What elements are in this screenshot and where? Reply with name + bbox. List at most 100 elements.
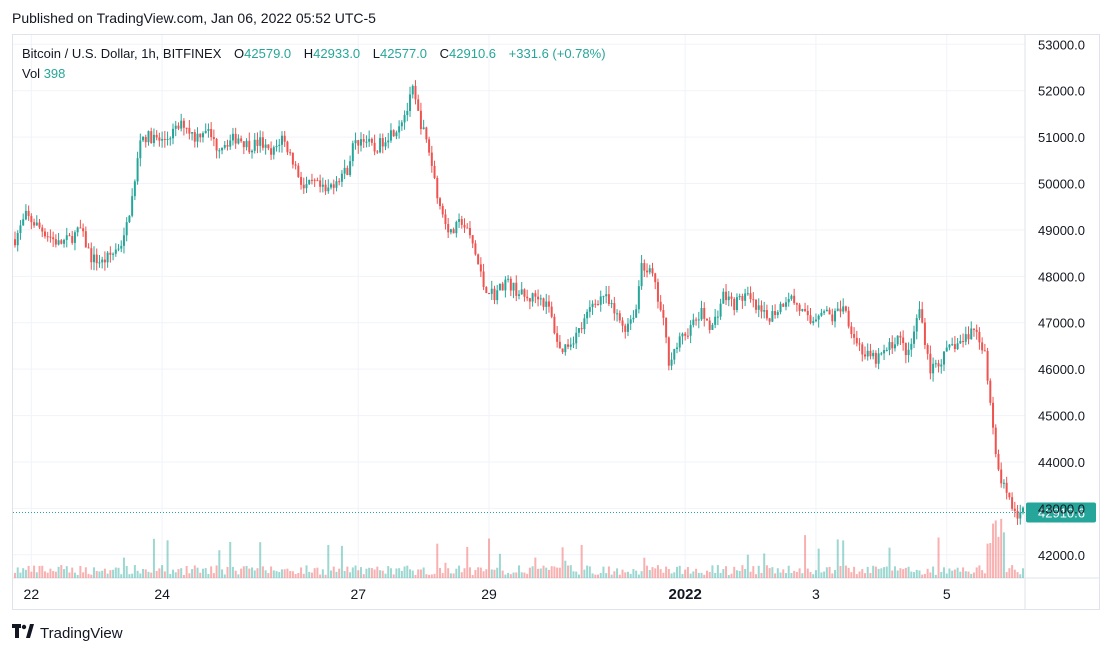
volume-bar bbox=[880, 568, 883, 578]
volume-bar bbox=[741, 565, 744, 578]
volume-bar bbox=[774, 573, 777, 578]
candle-body bbox=[82, 228, 85, 232]
candle-body bbox=[741, 295, 744, 301]
volume-bar bbox=[158, 568, 161, 578]
candle-body bbox=[226, 145, 229, 147]
candle-body bbox=[553, 316, 556, 334]
candle-body bbox=[809, 315, 812, 324]
candle-body bbox=[152, 134, 155, 144]
candle-body bbox=[616, 313, 619, 315]
volume-bar bbox=[316, 567, 319, 578]
candle-body bbox=[335, 181, 338, 188]
volume-bar bbox=[441, 573, 444, 578]
candle-body bbox=[188, 127, 191, 134]
volume-bar bbox=[964, 571, 967, 578]
candle-body bbox=[684, 333, 687, 336]
candle-body bbox=[493, 288, 496, 301]
volume-bar bbox=[438, 567, 441, 578]
candle-body bbox=[893, 344, 896, 349]
candle-body bbox=[161, 138, 164, 141]
volume-bar bbox=[825, 567, 828, 578]
footer-brand[interactable]: TradingView bbox=[12, 624, 123, 642]
volume-bar bbox=[545, 567, 548, 578]
candle-body bbox=[534, 293, 537, 297]
volume-bar bbox=[264, 570, 267, 578]
volume-bar bbox=[376, 566, 379, 578]
candle-body bbox=[545, 301, 548, 307]
last-price-line-layer: 42910.6 bbox=[13, 502, 1096, 523]
volume-bar bbox=[518, 565, 520, 578]
volume-bar bbox=[891, 570, 894, 578]
y-tick-label: 51000.0 bbox=[1038, 130, 1085, 145]
candle-body bbox=[169, 138, 172, 140]
volume-bar bbox=[869, 573, 872, 578]
candle-body bbox=[654, 273, 657, 283]
volume-bar bbox=[482, 571, 485, 578]
volume-bar bbox=[76, 574, 79, 578]
volume-bar bbox=[842, 540, 845, 578]
candle-body bbox=[38, 222, 41, 228]
candle-body bbox=[297, 165, 300, 177]
y-tick-label: 46000.0 bbox=[1038, 362, 1085, 377]
candle-body bbox=[57, 240, 60, 245]
candle-body bbox=[825, 309, 828, 312]
volume-bar bbox=[697, 572, 700, 578]
volume-bar bbox=[975, 567, 978, 578]
candle-body bbox=[251, 150, 254, 153]
candle-body bbox=[359, 139, 362, 146]
candle-body bbox=[267, 144, 270, 149]
candle-body bbox=[106, 252, 109, 263]
candle-body bbox=[468, 227, 471, 236]
volume-bar bbox=[806, 568, 809, 578]
volume-bar bbox=[101, 570, 104, 578]
volume-bar bbox=[637, 574, 640, 578]
volume-bar bbox=[471, 574, 474, 578]
candle-body bbox=[479, 264, 482, 272]
candle-body bbox=[215, 139, 218, 151]
volume-bar bbox=[428, 574, 431, 578]
volume-bar bbox=[626, 571, 629, 578]
candle-body bbox=[567, 344, 570, 347]
x-tick-label: 27 bbox=[350, 586, 366, 602]
candle-body bbox=[54, 239, 57, 245]
volume-bar bbox=[705, 570, 708, 578]
candle-body bbox=[177, 125, 180, 129]
volume-bar bbox=[863, 573, 866, 578]
candle-body bbox=[319, 180, 322, 187]
candle-body bbox=[953, 344, 956, 350]
volume-bar bbox=[640, 571, 643, 578]
volume-bar bbox=[659, 569, 662, 578]
candle-body bbox=[599, 296, 602, 305]
candle-body bbox=[948, 344, 951, 348]
candle-body bbox=[793, 295, 796, 304]
candle-body bbox=[114, 249, 117, 254]
volume-bar bbox=[114, 567, 117, 578]
candle-body bbox=[471, 235, 474, 244]
volume-bar bbox=[498, 553, 501, 578]
candle-body bbox=[588, 307, 591, 312]
candle-body bbox=[212, 137, 215, 140]
volume-bar bbox=[411, 570, 414, 578]
brand-name: TradingView bbox=[40, 624, 123, 642]
volume-bar bbox=[757, 565, 760, 578]
volume-bar bbox=[305, 565, 308, 578]
volume-bar bbox=[1011, 565, 1014, 578]
candle-body bbox=[441, 206, 444, 215]
candle-body bbox=[362, 139, 365, 142]
y-tick-label: 52000.0 bbox=[1038, 84, 1085, 99]
candle-body bbox=[302, 184, 305, 189]
volume-bar bbox=[787, 565, 790, 578]
candle-body bbox=[409, 94, 412, 111]
candle-body bbox=[997, 454, 1000, 470]
volume-bar bbox=[681, 573, 684, 578]
volume-bar bbox=[191, 569, 194, 578]
y-tick-label: 47000.0 bbox=[1038, 316, 1085, 331]
candle-body bbox=[673, 348, 676, 360]
y-tick-label: 44000.0 bbox=[1038, 455, 1085, 470]
volume-bar bbox=[463, 568, 466, 578]
candle-body bbox=[300, 176, 303, 185]
candle-body bbox=[125, 222, 128, 236]
volume-bar bbox=[542, 565, 545, 578]
volume-bar bbox=[547, 569, 550, 578]
